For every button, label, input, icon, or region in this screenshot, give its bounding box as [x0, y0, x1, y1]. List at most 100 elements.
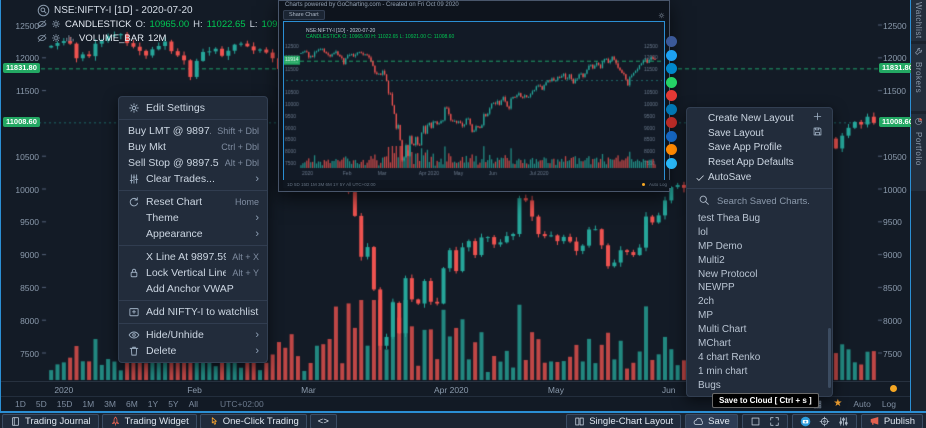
volume-bars-icon	[65, 33, 75, 43]
single-chart-layout-button[interactable]: Single-Chart Layout	[566, 414, 682, 428]
shortcut-label: Alt + Y	[232, 268, 259, 278]
saved-chart-item[interactable]: test Thea Bug	[698, 212, 761, 224]
menu-item-autosave[interactable]: AutoSave	[687, 170, 832, 185]
menu-item-buy-lmt[interactable]: Buy LMT @ 9897.59 Shift + Dbl	[119, 123, 267, 139]
saved-chart-item[interactable]: MChart	[698, 338, 731, 349]
fullscreen-button[interactable]	[769, 416, 780, 427]
high-value: 11022.65	[206, 18, 246, 30]
chart-settings-button[interactable]	[838, 416, 849, 427]
one-click-trading-button[interactable]: One-Click Trading	[199, 414, 307, 428]
cardplus-icon	[128, 306, 146, 318]
saved-chart-item[interactable]: Bugs	[698, 379, 721, 391]
saved-chart-item[interactable]: MP Demo	[698, 240, 743, 252]
menu-item-reset-app-defaults[interactable]: Reset App Defaults	[687, 155, 832, 170]
saved-chart-item[interactable]: 4 chart Renko	[698, 351, 761, 363]
crosshair-button[interactable]	[819, 416, 830, 427]
messenger-share-icon[interactable]	[666, 157, 677, 169]
preview-tab[interactable]: Share Chart	[283, 10, 325, 20]
timeframe-1m[interactable]: 1M	[82, 399, 95, 409]
saved-chart-item[interactable]: Multi Chart	[698, 324, 747, 336]
chart-context-menu: Edit Settings Buy LMT @ 9897.59 Shift + Db…	[118, 96, 268, 363]
timeframe-6m[interactable]: 6M	[125, 399, 138, 409]
timeframe-1y[interactable]: 1Y	[147, 399, 159, 409]
code-view-button[interactable]: <>	[309, 414, 337, 428]
sidebar-tab-watchlist[interactable]: Watchlist	[911, 0, 926, 41]
timeframe-15d[interactable]: 15D	[56, 399, 73, 409]
timeframe-3m[interactable]: 3M	[104, 399, 116, 409]
menu-item-reset-chart[interactable]: Reset Chart Home	[119, 194, 267, 210]
telegram-share-icon[interactable]	[666, 63, 677, 74]
saved-chart-item[interactable]: Multi2	[698, 254, 725, 266]
preview-toolbar-strip: 1D 5D 15D 1M 3M 6M 1Y 5Y All UTC+02:00 A…	[283, 180, 671, 188]
hide-volume-icon[interactable]	[37, 33, 47, 43]
preview-gear-icon[interactable]	[658, 12, 665, 19]
menu-item-delete[interactable]: Delete ›	[119, 343, 267, 359]
favorite-star-icon[interactable]: ★	[833, 398, 843, 409]
whatsapp-share-icon[interactable]	[666, 76, 677, 88]
saved-chart-item[interactable]: lol	[698, 226, 709, 238]
reddit-share-icon[interactable]	[666, 144, 677, 155]
sidebar-tab-portfolio[interactable]: Portfolio	[911, 114, 926, 191]
linkedin-share-icon[interactable]	[666, 103, 677, 115]
submenu-chevron-icon: ›	[255, 329, 259, 341]
volume-settings-icon[interactable]	[51, 33, 61, 43]
saved-charts-search-input[interactable]: Search Saved Charts.	[687, 192, 832, 212]
menu-item-edit-settings[interactable]: Edit Settings	[119, 100, 267, 116]
sidebar-tab-brokers[interactable]: Brokers	[911, 44, 926, 111]
preview-chart: NSE:NIFTY-I [1D] - 2020-07-20 CANDLESTIC…	[283, 21, 665, 181]
hide-study-icon[interactable]	[37, 19, 47, 29]
select-tool-button[interactable]	[750, 416, 761, 427]
menu-item-add-to-watchlist[interactable]: Add NIFTY-I to watchlist	[119, 304, 267, 320]
menu-item-save-layout[interactable]: Save Layout	[687, 126, 832, 141]
menu-item-sell-stop[interactable]: Sell Stop @ 9897.59 Alt + Dbl	[119, 155, 267, 171]
pinterest-share-icon[interactable]	[666, 90, 677, 101]
trading-journal-button[interactable]: Trading Journal	[2, 414, 99, 428]
menu-item-lock-vertical-line[interactable]: Lock Vertical Line Alt + Y	[119, 265, 267, 281]
single-chart-layout-label: Single-Chart Layout	[589, 416, 674, 427]
twitter-share-icon[interactable]	[666, 49, 677, 61]
menu-item-clear-trades[interactable]: Clear Trades... ›	[119, 171, 267, 187]
sidebar-tab-label: Brokers	[914, 62, 923, 94]
menu-item-label: Hide/Unhide	[146, 329, 204, 341]
log-scale-label[interactable]: Log	[881, 399, 896, 409]
facebook-share-icon[interactable]	[666, 36, 677, 47]
time-tick: Mar	[301, 385, 316, 395]
timezone-label[interactable]: UTC+02:00	[220, 399, 264, 409]
timeframe-5d[interactable]: 5D	[35, 399, 47, 409]
trading-widget-button[interactable]: Trading Widget	[101, 414, 197, 428]
saved-chart-item[interactable]: New Protocol	[698, 268, 758, 280]
menu-item-x-line[interactable]: X Line At 9897.59 Alt + X	[119, 249, 267, 265]
save-label: Save	[708, 416, 730, 427]
menu-item-hide-unhide[interactable]: Hide/Unhide ›	[119, 327, 267, 343]
menu-item-theme[interactable]: Theme ›	[119, 210, 267, 226]
saved-chart-item[interactable]: MP	[698, 310, 713, 322]
timeframe-5y[interactable]: 5Y	[168, 399, 179, 409]
menu-item-create-new-layout[interactable]: Create New Layout	[687, 111, 832, 126]
menu-item-buy-mkt[interactable]: Buy Mkt Ctrl + Dbl	[119, 139, 267, 155]
time-tick: May	[547, 385, 564, 395]
price-tick: 7500	[20, 348, 39, 359]
preview-header: Charts powered by GoCharting.com - Creat…	[285, 2, 459, 8]
scrollbar-thumb[interactable]	[828, 327, 831, 388]
journal-icon	[10, 416, 21, 427]
study-settings-icon[interactable]	[51, 19, 61, 29]
vk-share-icon[interactable]	[666, 130, 677, 142]
auto-scale-label[interactable]: Auto	[853, 399, 871, 409]
magnifier-icon[interactable]	[37, 4, 50, 17]
menu-item-appearance[interactable]: Appearance ›	[119, 226, 267, 242]
menu-item-save-app-profile[interactable]: Save App Profile	[687, 141, 832, 156]
menu-item-label: Theme	[146, 212, 179, 224]
save-button[interactable]: Save	[685, 414, 738, 428]
time-axis[interactable]: 2020 Feb Mar Apr 2020 May Jun	[1, 381, 910, 397]
timeframe-1d[interactable]: 1D	[15, 399, 26, 409]
screenshot-button[interactable]	[800, 416, 811, 427]
menu-item-label: Create New Layout	[708, 112, 794, 124]
publish-button[interactable]: Publish	[860, 414, 923, 428]
youtube-share-icon[interactable]	[666, 117, 677, 128]
menu-item-add-anchor-vwap[interactable]: Add Anchor VWAP	[119, 281, 267, 297]
timeframe-all[interactable]: All	[188, 399, 199, 409]
saved-chart-item[interactable]: NEWPP	[698, 282, 735, 294]
menu-item-label: Add NIFTY-I to watchlist	[146, 306, 259, 318]
saved-chart-item[interactable]: 1 min chart	[698, 365, 748, 377]
saved-chart-item[interactable]: 2ch	[698, 296, 715, 308]
